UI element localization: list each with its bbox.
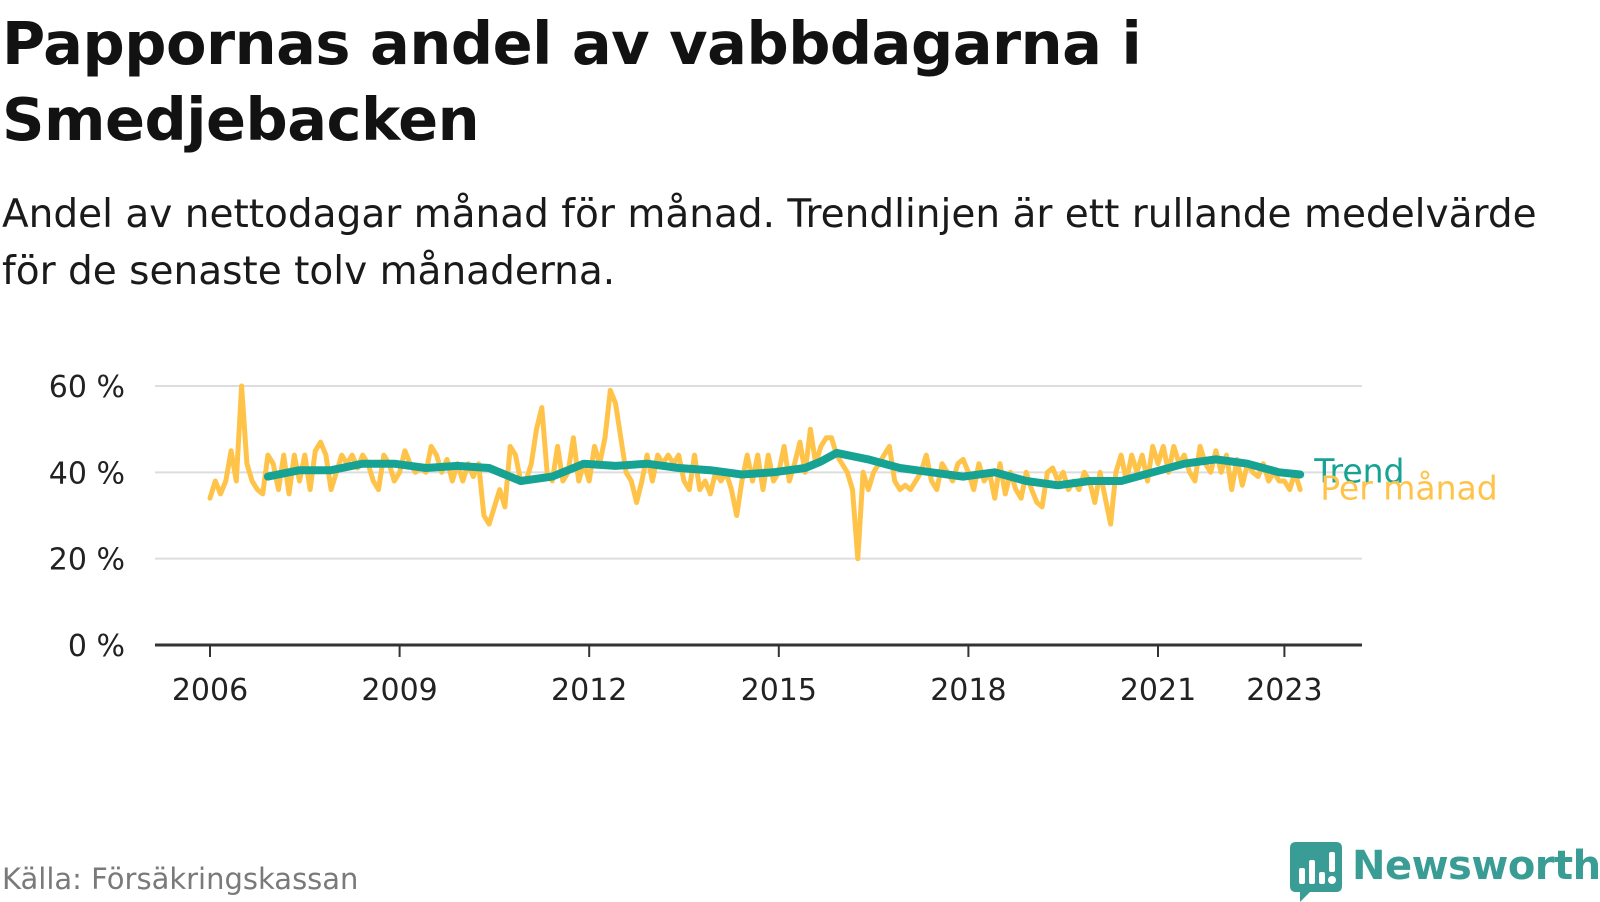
x-tick-label: 2018 — [930, 673, 1006, 708]
series-label-trend: Trend — [1313, 451, 1404, 490]
y-tick-label: 40 % — [49, 456, 125, 491]
newsworthy-logo-icon — [1290, 842, 1342, 902]
source-note: Källa: Försäkringskassan — [2, 862, 359, 896]
y-tick-label: 0 % — [68, 629, 125, 664]
brand: Newsworthy — [1290, 842, 1600, 902]
series-lines — [207, 383, 1305, 562]
x-tick-label: 2015 — [741, 673, 817, 708]
y-tick-label: 20 % — [49, 543, 125, 578]
x-axis: 2006 2009 2012 2015 2018 2021 2023 — [155, 643, 1362, 708]
x-tick-label: 2021 — [1120, 673, 1196, 708]
chart-subtitle: Andel av nettodagar månad för månad. Tre… — [2, 192, 1537, 294]
brand-name: Newsworthy — [1352, 843, 1600, 889]
x-tick-label: 2012 — [551, 673, 627, 708]
series-line-trend — [263, 448, 1305, 490]
series-label-per-manad: Per månad — [1320, 469, 1498, 508]
y-tick-label: 60 % — [49, 370, 125, 405]
x-tick-label: 2006 — [172, 673, 248, 708]
chart-title: Pappornas andel av vabbdagarna i Smedjeb… — [2, 9, 1142, 154]
y-axis-ticks: 0 % 20 % 40 % 60 % — [49, 370, 125, 664]
series-line-per-manad — [207, 383, 1303, 562]
x-tick-label: 2023 — [1246, 673, 1322, 708]
x-tick-label: 2009 — [361, 673, 437, 708]
